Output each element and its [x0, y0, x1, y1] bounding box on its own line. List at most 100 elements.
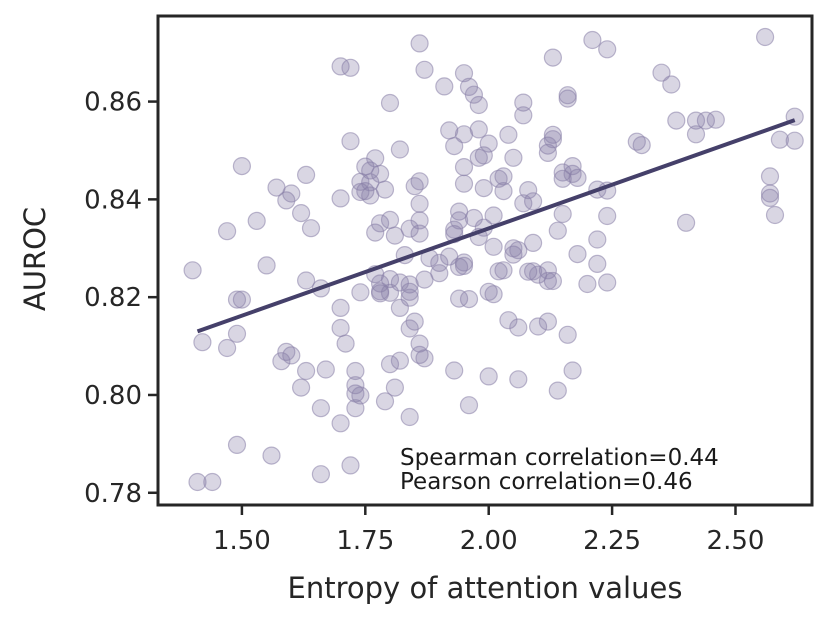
scatter-point [405, 312, 424, 331]
scatter-point [563, 157, 582, 176]
scatter-point [588, 230, 607, 249]
scatter-point [548, 221, 567, 240]
x-tick-label: 1.50 [213, 526, 271, 556]
scatter-point [380, 283, 400, 302]
y-tick-label: 0.80 [84, 381, 142, 411]
scatter-point [548, 381, 567, 400]
scatter-point [454, 256, 474, 275]
scatter-point [760, 184, 780, 203]
scatter-point [523, 192, 543, 211]
scatter-point [454, 174, 474, 193]
scatter-point [459, 290, 479, 309]
scatter-point [504, 148, 523, 167]
scatter-point [410, 224, 429, 243]
scatter-point [272, 352, 291, 371]
scatter-point [469, 120, 488, 139]
scatter-point [390, 351, 409, 370]
y-axis-ticks: 0.78 0.80 0.82 0.84 0.86 [84, 88, 158, 509]
scatter-point [380, 210, 400, 229]
scatter-point [706, 110, 725, 129]
scatter-point [450, 289, 469, 308]
scatter-point [445, 137, 464, 156]
scatter-point [514, 106, 533, 125]
scatter-point [232, 290, 251, 309]
scatter-point [568, 168, 587, 187]
scatter-point [598, 40, 617, 59]
scatter-point [410, 194, 429, 213]
scatter-point [183, 261, 202, 280]
scatter-point [410, 34, 429, 53]
scatter-point [578, 274, 597, 294]
scatter-point [380, 355, 400, 374]
scatter-point [543, 271, 563, 291]
scatter-point [331, 318, 350, 338]
scatter-point [430, 253, 449, 272]
scatter-point [400, 282, 419, 301]
scatter-point [474, 146, 493, 165]
scatter-point [676, 213, 696, 232]
scatter-point [454, 64, 474, 83]
scatter-point [523, 233, 543, 252]
scatter-point [366, 149, 385, 168]
scatter-point [543, 48, 563, 67]
scatter-point [514, 93, 533, 112]
scatter-point [346, 361, 365, 381]
scatter-point [696, 111, 716, 130]
scatter-point [760, 188, 780, 207]
scatter-point [499, 125, 518, 144]
x-tick-label: 2.25 [583, 526, 641, 556]
scatter-point [351, 283, 370, 302]
scatter-point [262, 446, 281, 465]
scatter-point [464, 85, 483, 104]
scatter-point [588, 254, 607, 273]
scatter-point [301, 219, 321, 238]
scatter-point [346, 399, 365, 418]
scatter-point [341, 58, 360, 77]
scatter-point [652, 63, 671, 82]
scatter-point [598, 273, 617, 292]
scatter-point [380, 270, 400, 289]
y-tick-label: 0.86 [84, 88, 142, 118]
scatter-point [375, 392, 395, 411]
scatter-point [598, 206, 617, 226]
y-tick-label: 0.82 [84, 283, 142, 313]
scatter-point [435, 77, 454, 96]
scatter-point [760, 167, 780, 186]
x-axis-ticks: 1.50 1.75 2.00 2.25 2.50 [213, 505, 764, 556]
scatter-point [494, 167, 513, 186]
scatter-point [445, 220, 464, 239]
scatter-point [380, 93, 400, 113]
scatter-point [400, 288, 419, 307]
scatter-point [415, 349, 434, 368]
scatter-point [662, 75, 681, 94]
scatter-point [311, 399, 330, 418]
scatter-point [188, 472, 207, 492]
scatter-point [311, 465, 330, 484]
scatter-point [336, 334, 355, 353]
scatter-point [371, 284, 390, 303]
x-axis-label: Entropy of attention values [288, 571, 683, 605]
x-tick-label: 2.00 [460, 526, 518, 556]
scatter-point [459, 396, 479, 415]
scatter-point [292, 204, 311, 223]
x-tick-label: 1.75 [336, 526, 394, 556]
scatter-point [282, 184, 301, 203]
scatter-point [553, 204, 572, 224]
scatter-point [297, 165, 316, 184]
scatter-point [484, 285, 503, 304]
points-layer [183, 27, 804, 492]
y-tick-label: 0.78 [84, 479, 142, 509]
scatter-point [755, 27, 775, 47]
scatter-point [509, 241, 528, 260]
x-tick-label: 2.50 [707, 526, 765, 556]
scatter-point [523, 262, 543, 281]
scatter-point [686, 125, 706, 144]
scatter-point [257, 256, 276, 275]
scatter-point [454, 158, 474, 177]
scatter-point [415, 60, 434, 79]
scatter-point [770, 130, 790, 149]
scatter-point [568, 245, 587, 264]
scatter-point [232, 157, 251, 176]
